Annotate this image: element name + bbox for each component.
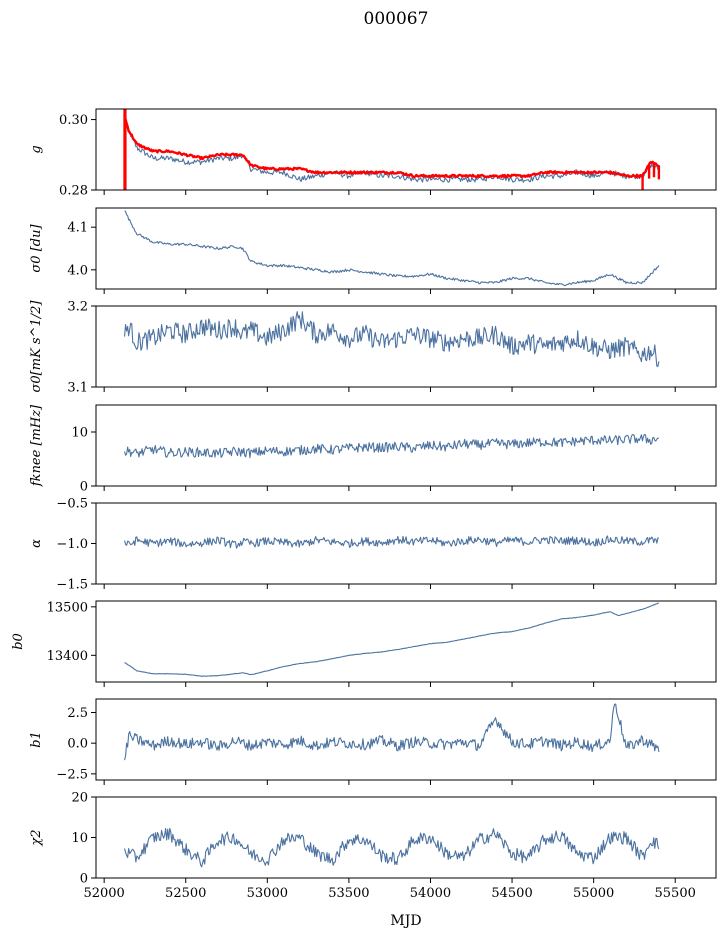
panel-5-ytick-label: −1.0 — [56, 537, 88, 552]
panel-5-ytick-label: −1.5 — [56, 578, 88, 593]
panel-3-ytick-label: 3.2 — [67, 300, 88, 315]
panel-8: 0 10 20 52000 52500 53000 53500 54000 54500 55000… — [29, 791, 717, 901]
panel-7-ytick-label: 0.0 — [67, 737, 88, 752]
panel-5-series-1-line — [124, 535, 659, 549]
panel-1-series-1-line — [124, 118, 660, 183]
panel-8-ytick-label: 0 — [80, 872, 88, 887]
panel-7-ylabel: b1 — [29, 731, 44, 748]
panel-6: 13400 13500 b0 — [11, 600, 717, 687]
panel-7-frame — [95, 698, 717, 781]
panel-7: −2.5 0.0 2.5 b1 — [29, 698, 717, 785]
panel-6-ytick-label: 13500 — [47, 600, 88, 615]
panel-4-series-1-line — [124, 433, 659, 459]
x-tick-label: 55500 — [655, 886, 696, 901]
panel-7-series-1-line — [124, 703, 660, 761]
panel-4-ylabel: fknee [mHz] — [29, 404, 44, 487]
panel-3-series-1-line — [124, 311, 660, 367]
panel-1-ytick-label: 0.30 — [59, 113, 88, 128]
panel-6-frame — [95, 600, 717, 683]
panel-7-ytick-label: −2.5 — [56, 767, 88, 782]
x-tick-label: 53000 — [247, 886, 288, 901]
panel-5-ylabel: α — [29, 539, 44, 548]
panel-1: 0.28 0.30 g — [29, 108, 717, 199]
panel-1-ytick-label: 0.28 — [59, 184, 88, 199]
panel-5-frame — [95, 502, 717, 585]
panel-1-series-2-line — [123, 109, 661, 190]
panel-3-series — [124, 311, 660, 367]
panel-7-ytick-label: 2.5 — [67, 706, 88, 721]
panel-1-series — [123, 109, 661, 190]
panel-2-ytick-label: 4.1 — [67, 221, 88, 236]
panel-4-ytick-label: 0 — [80, 480, 88, 495]
panel-2-frame — [95, 207, 717, 290]
x-tick-label: 52000 — [83, 886, 124, 901]
x-tick-label: 54000 — [410, 886, 451, 901]
panel-1-ylabel: g — [29, 145, 44, 153]
panel-2: 4.0 4.1 σ0 [du] — [29, 207, 717, 294]
panel-8-ylabel: χ2 — [29, 829, 44, 846]
panel-1-frame — [95, 108, 717, 191]
panel-4-frame — [95, 404, 717, 487]
panel-3: 3.1 3.2 σ0[mK s^1/2] — [29, 300, 717, 396]
panel-6-series — [124, 602, 660, 677]
panel-2-series — [124, 210, 660, 287]
panel-5: −1.5 −1.0 −0.5 α — [29, 497, 717, 593]
panel-4-ytick-label: 10 — [71, 426, 88, 441]
x-tick-label: 55000 — [573, 886, 614, 901]
figure-title: 000067 — [364, 9, 429, 29]
panel-2-ytick-label: 4.0 — [67, 263, 88, 278]
panel-6-ylabel: b0 — [11, 633, 26, 650]
panel-8-series — [124, 827, 660, 868]
panel-2-series-1-line — [124, 210, 660, 287]
panel-3-ytick-label: 3.1 — [67, 381, 88, 396]
panel-8-series-1-line — [124, 827, 660, 868]
panel-3-frame — [95, 305, 717, 388]
panels: 0.28 0.30 g 4.0 4.1 σ0 [du] 3.1 3.2 σ0[mK s^1/2]… — [11, 108, 717, 901]
panel-6-series-1-line — [124, 602, 660, 677]
panel-3-ylabel: σ0[mK s^1/2] — [29, 300, 44, 393]
panel-4-series — [124, 433, 659, 459]
panel-8-ytick-label: 20 — [71, 791, 88, 806]
x-axis-label: MJD — [390, 913, 421, 929]
x-tick-label: 54500 — [491, 886, 532, 901]
x-tick-label: 53500 — [328, 886, 369, 901]
panel-4: 0 10 fknee [mHz] — [29, 404, 717, 495]
panel-6-ytick-label: 13400 — [47, 649, 88, 664]
panel-5-ytick-label: −0.5 — [56, 497, 88, 512]
x-tick-label: 52500 — [165, 886, 206, 901]
panel-7-series — [124, 703, 660, 761]
panel-5-series — [124, 535, 659, 549]
panel-8-ytick-label: 10 — [71, 831, 88, 846]
panel-2-ylabel: σ0 [du] — [29, 224, 44, 273]
